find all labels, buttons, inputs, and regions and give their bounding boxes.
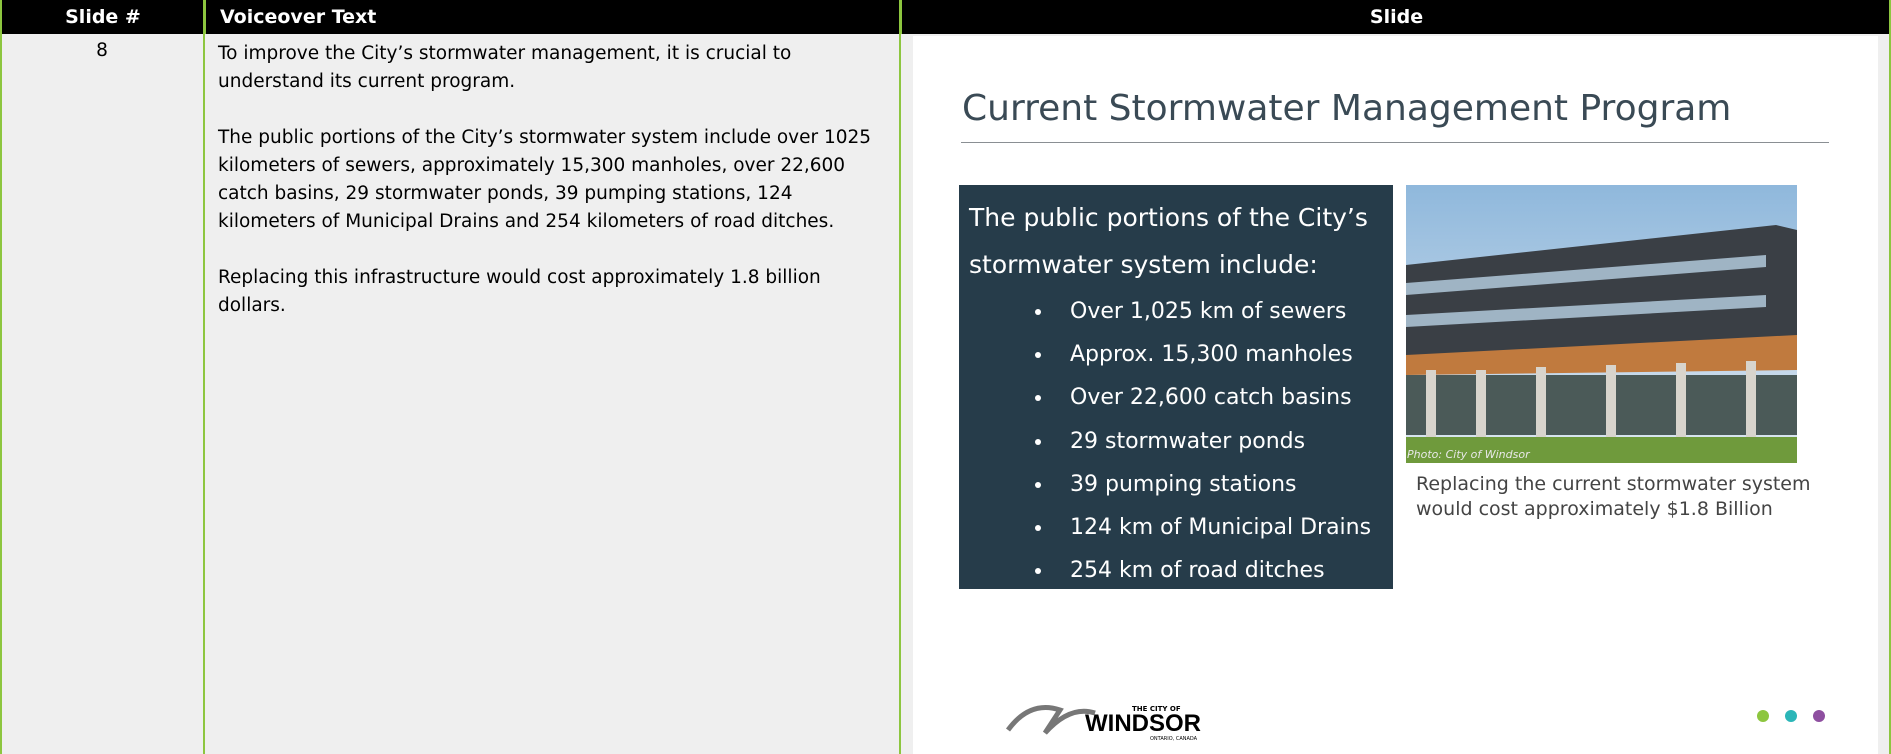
paragraph: Replacing this infrastructure would cost… xyxy=(218,264,883,320)
bullet: 29 stormwater ponds xyxy=(1070,429,1305,454)
header-cell: Slide # xyxy=(0,0,204,34)
bullet-dot xyxy=(1035,309,1041,315)
bullet-dot xyxy=(1035,568,1041,574)
bullet: 124 km of Municipal Drains xyxy=(1070,515,1371,540)
paragraph: To improve the City’s stormwater managem… xyxy=(218,40,883,96)
bullet: 39 pumping stations xyxy=(1070,472,1296,497)
bullet-dot xyxy=(1035,352,1041,358)
info-box: The public portions of the City’s stormwa… xyxy=(959,185,1393,589)
photo-credit: Photo: City of Windsor xyxy=(1407,448,1530,461)
slide-number: 8 xyxy=(0,40,204,61)
logo-text: ONTARIO, CANADA xyxy=(1150,736,1198,742)
bullet-dot xyxy=(1035,482,1041,488)
bullet: Over 22,600 catch basins xyxy=(1070,385,1352,410)
caption-line: Replacing the current stormwater system xyxy=(1416,472,1811,497)
caption-line: would cost approximately $1.8 Billion xyxy=(1416,497,1811,522)
header-cell: Voiceover Text xyxy=(204,0,900,34)
border xyxy=(899,0,901,754)
box-text: stormwater system include: xyxy=(969,250,1318,279)
bullet-dot xyxy=(1035,395,1041,401)
rule xyxy=(961,142,1829,143)
border xyxy=(203,0,205,754)
slide-title: Current Stormwater Management Program xyxy=(962,88,1731,129)
border xyxy=(0,0,2,754)
page: Slide # Voiceover Text Slide 8 To improv… xyxy=(0,0,1891,754)
bullet: Approx. 15,300 manholes xyxy=(1070,342,1353,367)
header-cell: Slide xyxy=(900,0,1891,34)
photo xyxy=(1406,185,1797,463)
bullet-dot xyxy=(1035,439,1041,445)
bullet: 254 km of road ditches xyxy=(1070,558,1325,583)
box-text: The public portions of the City’s xyxy=(969,203,1368,232)
dots xyxy=(1750,705,1840,729)
bullet: Over 1,025 km of sewers xyxy=(1070,299,1346,324)
logo-text: WINDSOR xyxy=(1085,710,1201,737)
paragraph: The public portions of the City’s stormw… xyxy=(218,124,883,236)
logo: THE CITY OF WINDSOR ONTARIO, CANADA xyxy=(1000,695,1230,745)
voiceover: To improve the City’s stormwater managem… xyxy=(218,40,883,348)
bullet-dot xyxy=(1035,525,1041,531)
